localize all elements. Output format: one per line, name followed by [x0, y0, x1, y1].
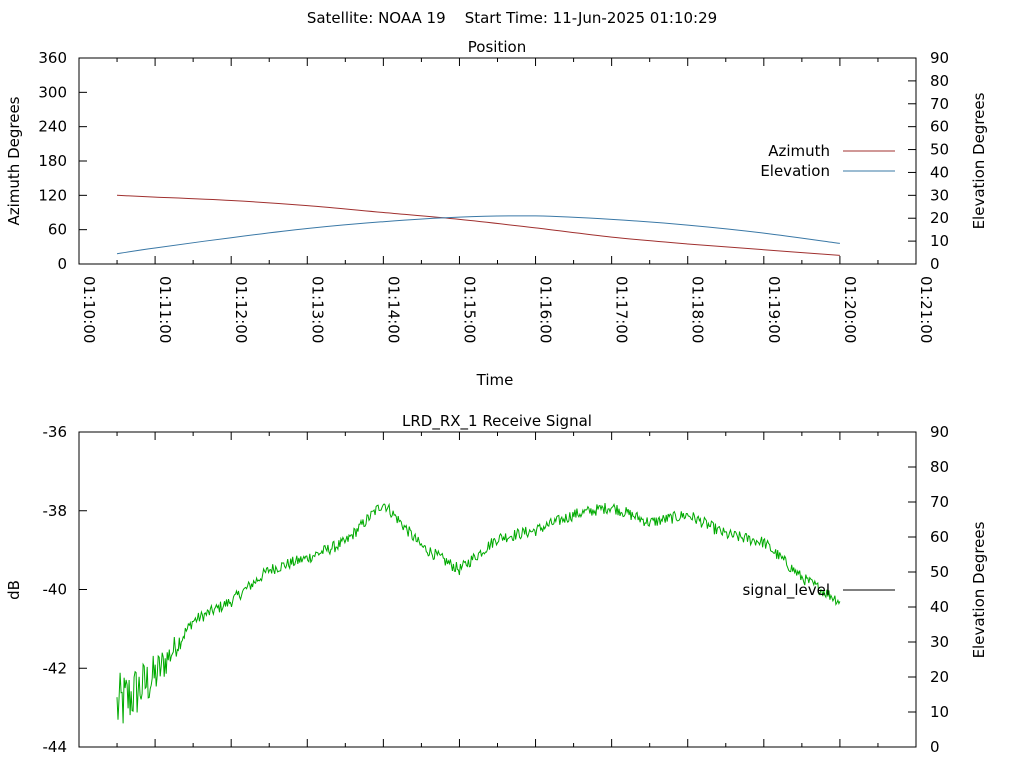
signal-series-line [116, 502, 841, 724]
signal-y2-tick-label: 20 [930, 668, 949, 686]
position-y2-tick-label: 60 [930, 118, 949, 136]
position-y2-tick-label: 0 [930, 255, 940, 273]
position-y-tick-label: 120 [38, 186, 67, 204]
position-plot-frame [78, 57, 917, 265]
figure-title: Satellite: NOAA 19 Start Time: 11-Jun-20… [307, 9, 717, 27]
position-x-tick-label: 01:16:00 [537, 276, 555, 343]
signal-y2-tick-label: 30 [930, 633, 949, 651]
position-y-tick-label: 60 [48, 221, 67, 239]
signal-y2-tick-label: 90 [930, 423, 949, 441]
position-y-axis-label: Azimuth Degrees [5, 96, 23, 225]
position-y2-tick-label: 50 [930, 141, 949, 159]
position-y-tick-label: 300 [38, 83, 67, 101]
signal-y2-tick-label: 60 [930, 528, 949, 546]
signal-legend: signal_level [742, 581, 895, 600]
signal-axis-ticks: -36 -38 -40 -42 -44 0 10 20 30 40 50 60 70 80 90 [43, 423, 950, 756]
position-y2-tick-label: 80 [930, 72, 949, 90]
position-y-tick-label: 360 [38, 49, 67, 67]
position-chart-title: Position [468, 38, 526, 56]
position-x-tick-label: 01:13:00 [308, 276, 326, 343]
position-x-tick-label: 01:17:00 [613, 276, 631, 343]
position-x-tick-label: 01:21:00 [917, 276, 935, 343]
position-y2-tick-label: 40 [930, 163, 949, 181]
position-series-line-elevation [116, 215, 840, 255]
signal-y-tick-label: -40 [43, 581, 68, 599]
position-x-tick-label: 01:18:00 [689, 276, 707, 343]
position-legend-label: Elevation [760, 162, 830, 180]
signal-y-tick-label: -44 [43, 738, 68, 756]
position-x-tick-label: 01:10:00 [80, 276, 98, 343]
position-x-tick-label: 01:19:00 [765, 276, 783, 343]
signal-y2-axis-label: Elevation Degrees [970, 521, 988, 658]
signal-y2-tick-label: 70 [930, 493, 949, 511]
signal-y2-tick-label: 10 [930, 703, 949, 721]
position-x-tick-label: 01:14:00 [384, 276, 402, 343]
signal-legend-label: signal_level [742, 581, 830, 600]
signal-y-tick-label: -36 [43, 423, 68, 441]
signal-chart: LRD_RX_1 Receive Signal -36 -38 -40 -42 -44 0… [5, 412, 988, 756]
position-legend-label: Azimuth [768, 142, 830, 160]
signal-y2-tick-label: 0 [930, 738, 940, 756]
position-x-tick-label: 01:20:00 [841, 276, 859, 343]
position-y2-tick-label: 20 [930, 209, 949, 227]
position-y2-tick-label: 90 [930, 49, 949, 67]
position-y2-tick-label: 70 [930, 95, 949, 113]
position-y2-axis-label: Elevation Degrees [970, 92, 988, 229]
position-series-line-azimuth [116, 194, 840, 256]
position-x-axis-label: Time [476, 371, 514, 389]
position-y-tick-label: 180 [38, 152, 67, 170]
position-x-tick-label: 01:15:00 [460, 276, 478, 343]
signal-y2-tick-label: 40 [930, 598, 949, 616]
position-chart: Position 0 60 120 180 240 300 360 0 10 20 30 40 50 60… [5, 38, 988, 389]
position-series [116, 194, 840, 256]
position-x-tick-label: 01:11:00 [156, 276, 174, 343]
position-y2-tick-label: 10 [930, 232, 949, 250]
position-y2-tick-label: 30 [930, 186, 949, 204]
signal-y-tick-label: -42 [43, 659, 68, 677]
position-axis-ticks: 0 60 120 180 240 300 360 0 10 20 30 40 50 60 70 80 90 01:… [38, 49, 949, 343]
signal-series [116, 502, 841, 724]
position-legend: Azimuth Elevation [760, 142, 895, 180]
signal-y2-tick-label: 80 [930, 458, 949, 476]
position-y-tick-label: 0 [57, 255, 67, 273]
signal-y-tick-label: -38 [43, 502, 68, 520]
signal-y-axis-label: dB [5, 580, 23, 600]
position-y-tick-label: 240 [38, 118, 67, 136]
position-x-tick-label: 01:12:00 [232, 276, 250, 343]
signal-chart-title: LRD_RX_1 Receive Signal [402, 412, 592, 431]
signal-y2-tick-label: 50 [930, 563, 949, 581]
